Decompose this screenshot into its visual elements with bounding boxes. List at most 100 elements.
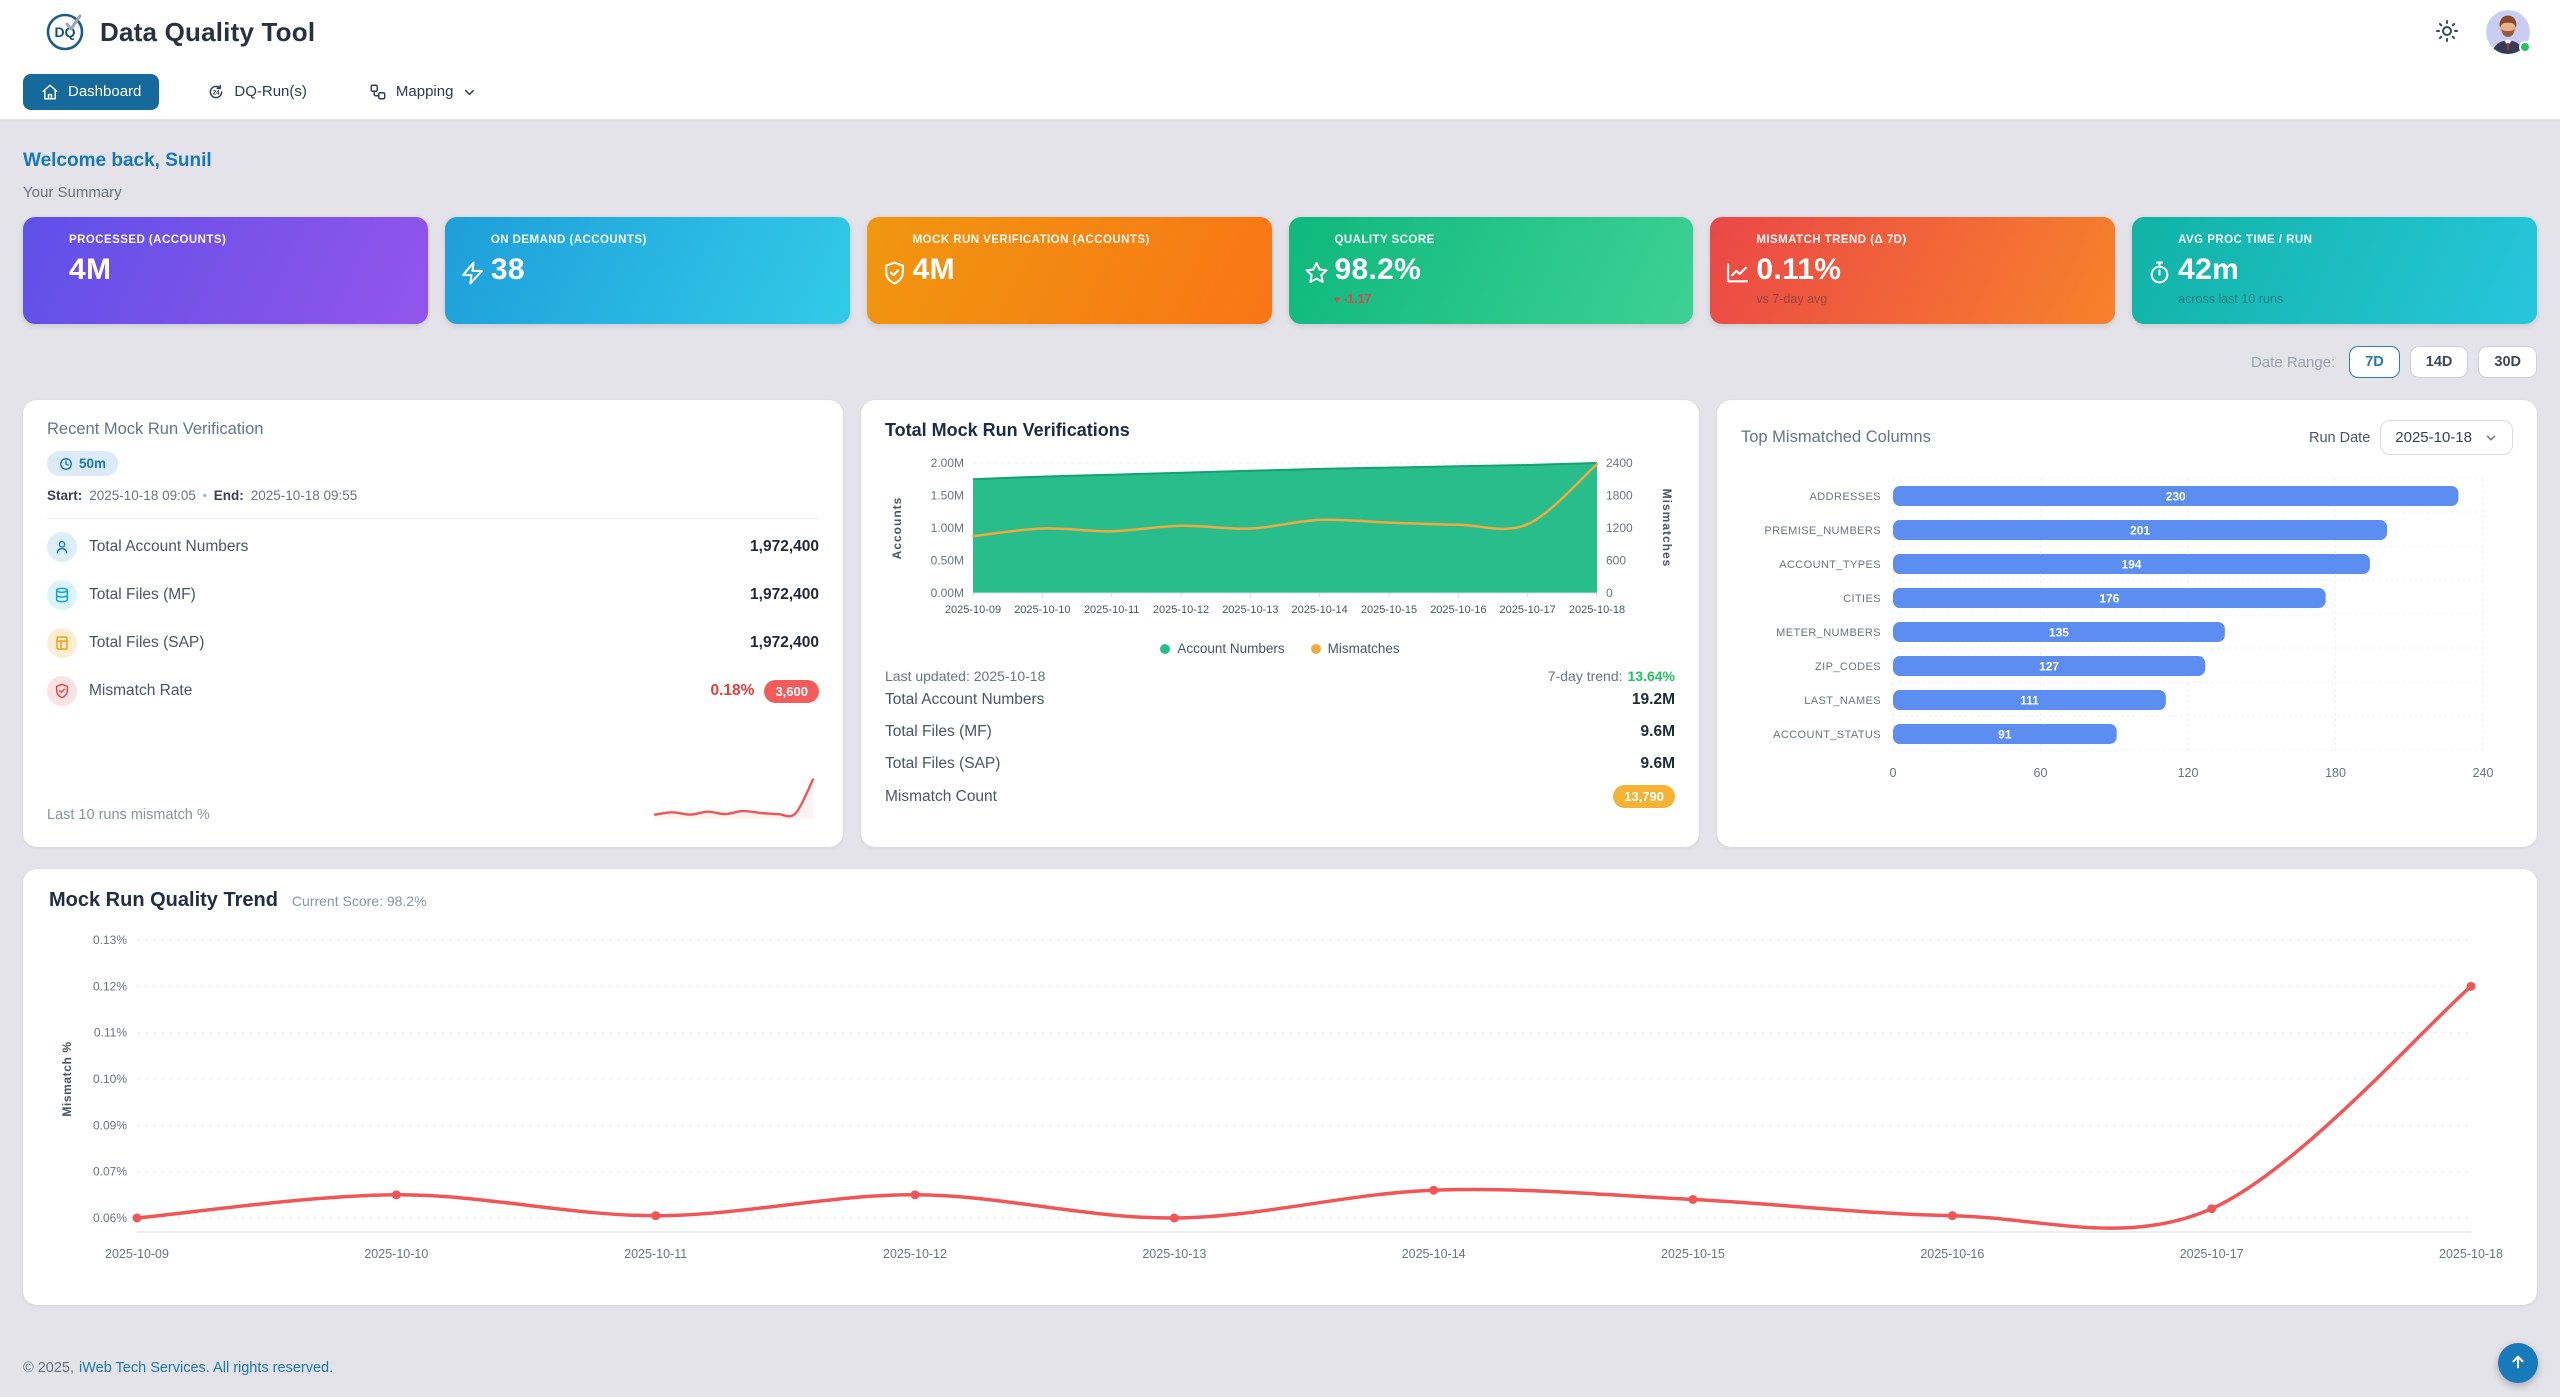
metric-label: Total Files (SAP)	[89, 634, 205, 651]
chevron-down-icon	[462, 83, 477, 100]
svg-text:0.07%: 0.07%	[93, 1165, 127, 1179]
mismatched-columns-panel: Top Mismatched Columns Run Date 2025-10-…	[1717, 400, 2537, 847]
sun-icon	[2435, 20, 2459, 46]
main-nav: Dashboard 24 DQ-Run(s) Mapping	[0, 64, 2560, 120]
svg-text:Mismatch %: Mismatch %	[60, 1041, 74, 1116]
svg-text:2025-10-18: 2025-10-18	[1569, 604, 1625, 616]
scroll-to-top-button[interactable]	[2498, 1343, 2538, 1383]
svg-text:230: 230	[2166, 490, 2186, 504]
arrow-up-icon	[2509, 1353, 2527, 1374]
run-date-select[interactable]: 2025-10-18	[2380, 420, 2513, 455]
metric-label: Mismatch Rate	[89, 682, 193, 699]
metric-badge: 3,600	[764, 679, 819, 703]
svg-text:2025-10-11: 2025-10-11	[1084, 604, 1139, 616]
svg-text:240: 240	[2473, 766, 2494, 780]
workflow-icon	[369, 83, 387, 101]
theme-toggle-button[interactable]	[2434, 19, 2460, 45]
svg-text:180: 180	[2325, 766, 2346, 780]
date-range-label: Date Range:	[2251, 353, 2336, 371]
legend-dot	[1160, 643, 1171, 654]
history-24-icon: 24	[207, 83, 225, 101]
welcome-greeting: Welcome back, Sunil	[23, 150, 212, 171]
user-icon	[47, 532, 77, 562]
card-value: 4M	[912, 253, 955, 286]
svg-text:135: 135	[2049, 626, 2069, 640]
svg-text:2025-10-09: 2025-10-09	[945, 604, 1001, 616]
svg-text:2025-10-17: 2025-10-17	[2180, 1247, 2244, 1261]
svg-text:ADDRESSES: ADDRESSES	[1810, 491, 1881, 503]
footer-link[interactable]: iWeb Tech Services. All rights reserved.	[79, 1360, 334, 1376]
legend-dot	[1310, 643, 1321, 654]
verification-summary-rows: Total Account Numbers 19.2M Total Files (M…	[885, 684, 1675, 813]
svg-text:0.11%: 0.11%	[94, 1026, 127, 1040]
stat-card-1: ON DEMAND (ACCOUNTS) 38	[444, 217, 850, 324]
svg-text:METER_NUMBERS: METER_NUMBERS	[1776, 627, 1881, 639]
svg-text:201: 201	[2130, 524, 2150, 538]
app-title: Data Quality Tool	[100, 16, 316, 47]
svg-text:2025-10-13: 2025-10-13	[1142, 1247, 1206, 1261]
legend-item: Mismatches	[1310, 641, 1400, 656]
summary-label: Mismatch Count	[885, 787, 997, 805]
current-score: Current Score: 98.2%	[291, 893, 427, 909]
svg-text:111: 111	[2020, 694, 2039, 708]
svg-text:0.06%: 0.06%	[93, 1211, 127, 1225]
card-value: 38	[490, 253, 525, 286]
range-button-30d[interactable]: 30D	[2478, 346, 2537, 378]
svg-text:91: 91	[1998, 728, 2012, 742]
svg-text:2025-10-11: 2025-10-11	[624, 1247, 687, 1261]
range-button-7d[interactable]: 7D	[2349, 346, 2400, 378]
summary-label: Total Files (MF)	[885, 723, 992, 740]
summary-row: Total Account Numbers 19.2M	[885, 684, 1675, 716]
svg-text:0.12%: 0.12%	[93, 979, 127, 993]
shield-alert-icon	[47, 676, 77, 706]
stat-card-2: MOCK RUN VERIFICATION (ACCOUNTS) 4M	[866, 217, 1272, 324]
summary-label: Total Account Numbers	[885, 691, 1045, 708]
svg-text:1.00M: 1.00M	[931, 521, 964, 535]
svg-text:CITIES: CITIES	[1843, 593, 1881, 605]
panel-title: Top Mismatched Columns	[1741, 428, 1931, 446]
footer: © 2025, iWeb Tech Services. All rights r…	[0, 1339, 2560, 1397]
card-delta: ▾ -1.17	[1334, 292, 1372, 306]
summary-value: 9.6M	[1640, 723, 1675, 740]
svg-text:194: 194	[2121, 558, 2141, 572]
summary-label: Your Summary	[23, 184, 122, 201]
summary-row: Total Files (MF) 9.6M	[885, 716, 1675, 748]
run-date-label: Run Date	[2309, 429, 2371, 446]
nav-item-dq-runs[interactable]: 24 DQ-Run(s)	[193, 74, 321, 110]
panel-title: Recent Mock Run Verification	[47, 420, 264, 438]
verifications-chart: 0.00M 0 0.50M 600 1.00M 1200 1.50M 1800 2.00M 240…	[890, 456, 1674, 616]
shield-check-icon	[882, 260, 907, 285]
panel-title: Total Mock Run Verifications	[885, 420, 1130, 440]
panel-header: Top Mismatched Columns Run Date 2025-10-…	[1741, 420, 2513, 455]
panel-header: Mock Run Quality Trend Current Score: 98…	[49, 889, 2511, 912]
svg-text:1200: 1200	[1606, 521, 1633, 535]
svg-text:2025-10-18: 2025-10-18	[2439, 1247, 2503, 1261]
svg-text:ZIP_CODES: ZIP_CODES	[1815, 661, 1881, 673]
card-label: QUALITY SCORE	[1334, 234, 1435, 246]
svg-text:24: 24	[213, 89, 220, 96]
metric-row: Total Files (SAP) 1,972,400	[47, 619, 819, 667]
summary-label: Total Files (SAP)	[885, 755, 1001, 772]
file-icon	[47, 628, 77, 658]
stat-card-4: MISMATCH TREND (Δ 7D) 0.11% vs 7-day avg	[1710, 217, 2116, 324]
metric-row: Mismatch Rate 0.18% 3,600	[47, 667, 819, 715]
home-icon	[41, 83, 59, 101]
card-label: PROCESSED (ACCOUNTS)	[69, 234, 227, 246]
svg-text:2025-10-16: 2025-10-16	[1920, 1247, 1984, 1261]
svg-text:2025-10-14: 2025-10-14	[1292, 604, 1348, 616]
metric-value: 1,972,400	[750, 538, 819, 555]
card-label: MISMATCH TREND (Δ 7D)	[1756, 234, 1907, 246]
nav-item-mapping[interactable]: Mapping	[355, 74, 492, 110]
triangle-down-icon: ▾	[1334, 295, 1340, 306]
chart-legend: Account Numbers Mismatches	[885, 641, 1675, 656]
metric-value: 0.18%	[710, 682, 755, 699]
online-status-dot	[2519, 41, 2531, 53]
user-avatar[interactable]	[2486, 10, 2531, 54]
metric-label: Total Files (MF)	[89, 586, 196, 603]
mismatched-columns-chart: 0 60 120 180 240 ADDRESSES 230 PREMISE_NUMBERS 2…	[1764, 477, 2494, 780]
range-button-14d[interactable]: 14D	[2409, 346, 2469, 378]
card-subtext: across last 10 runs	[2178, 292, 2284, 306]
date-range-row: Date Range: 7D 14D 30D	[23, 346, 2537, 378]
nav-item-dashboard[interactable]: Dashboard	[23, 73, 160, 110]
